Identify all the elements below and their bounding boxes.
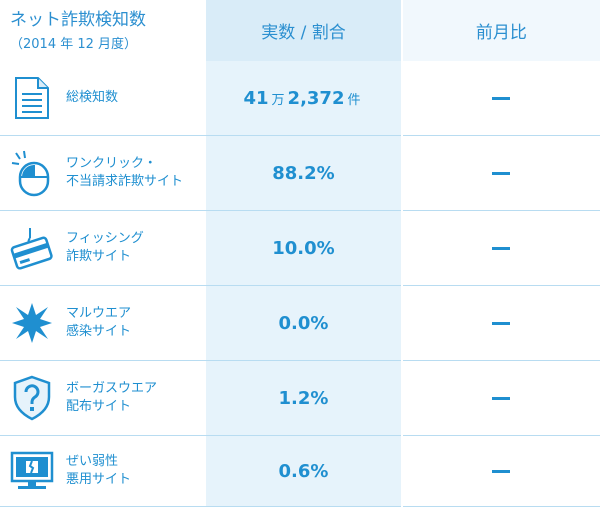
- row-change: [402, 436, 600, 507]
- row-value: 1.2%: [206, 361, 401, 436]
- dash-mark: [492, 171, 511, 175]
- row-label: フィッシング 詐欺サイト: [66, 231, 144, 264]
- row-change: [402, 211, 600, 286]
- row-label: ワンクリック・ 不当請求詐欺サイト: [66, 156, 184, 189]
- table-row: ボーガスウエア 配布サイト 1.2%: [0, 361, 600, 436]
- table-subtitle: （2014 年 12 月度）: [10, 37, 138, 52]
- row-change: [402, 61, 600, 136]
- malware-burst-icon: [10, 299, 54, 347]
- table-row: 総検知数 41 万 2,372 件: [0, 61, 600, 136]
- header-change-column: 前月比: [402, 0, 600, 61]
- row-value: 0.0%: [206, 286, 401, 361]
- row-change: [402, 361, 600, 436]
- fishing-card-icon: [10, 224, 54, 272]
- dash-mark: [492, 321, 511, 325]
- row-label: 総検知数: [66, 90, 119, 105]
- dash-mark: [492, 469, 511, 473]
- row-change: [402, 286, 600, 361]
- shield-question-icon: [10, 374, 54, 422]
- row-value: 41 万 2,372 件: [206, 61, 401, 136]
- table-header: ネット詐欺検知数 （2014 年 12 月度） 実数 / 割合 前月比: [0, 0, 600, 61]
- table-row: ぜい弱性 悪用サイト 0.6%: [0, 436, 600, 507]
- table-row: マルウエア 感染サイト 0.0%: [0, 286, 600, 361]
- table-row: ワンクリック・ 不当請求詐欺サイト 88.2%: [0, 136, 600, 211]
- row-value: 10.0%: [206, 211, 401, 286]
- header-value-column: 実数 / 割合: [206, 0, 401, 61]
- row-change: [402, 136, 600, 211]
- row-label: ボーガスウエア 配布サイト: [66, 381, 158, 414]
- row-label: ぜい弱性 悪用サイト: [66, 454, 132, 487]
- dash-mark: [492, 246, 511, 250]
- dash-mark: [492, 96, 511, 100]
- broken-monitor-icon: [10, 447, 54, 495]
- header-title-cell: ネット詐欺検知数 （2014 年 12 月度）: [0, 0, 206, 61]
- row-value: 0.6%: [206, 436, 401, 507]
- mouse-click-icon: [10, 149, 54, 197]
- document-icon: [10, 74, 54, 122]
- table-row: フィッシング 詐欺サイト 10.0%: [0, 211, 600, 286]
- dash-mark: [492, 396, 511, 400]
- row-label: マルウエア 感染サイト: [66, 306, 132, 339]
- table-title: ネット詐欺検知数: [10, 10, 146, 30]
- row-value: 88.2%: [206, 136, 401, 211]
